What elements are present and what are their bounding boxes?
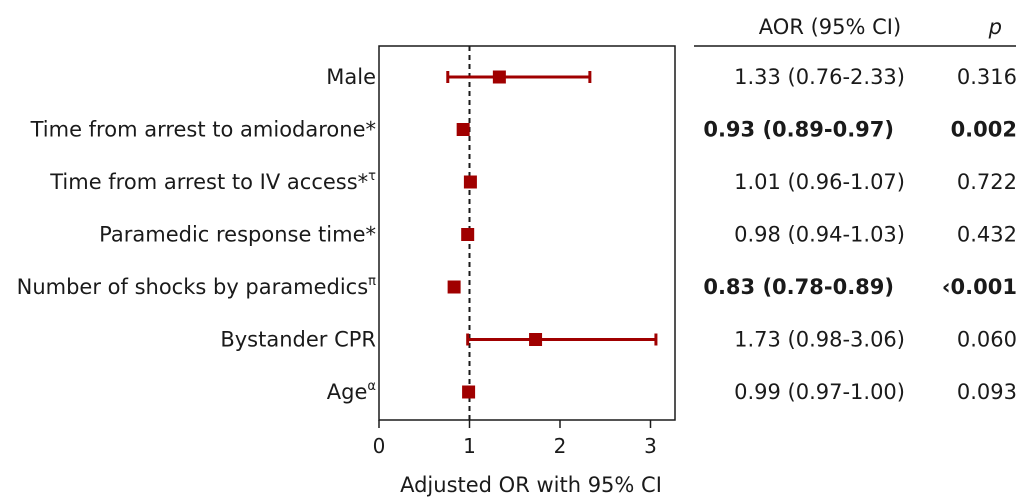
forest-row: Ageα 0.99 (0.97-1.00) 0.093 bbox=[327, 379, 1017, 404]
forest-row: Bystander CPR 1.73 (0.98-3.06) 0.060 bbox=[220, 328, 1017, 352]
row-label-superscript: α bbox=[367, 379, 376, 394]
row-label: Ageα bbox=[327, 379, 376, 404]
row-label-text: Time from arrest to IV access* bbox=[49, 170, 368, 194]
aor-value: 1.73 (0.98-3.06) bbox=[734, 328, 905, 352]
aor-value: 0.93 (0.89-0.97) bbox=[703, 118, 894, 142]
p-value: 0.060 bbox=[957, 328, 1017, 352]
row-label-text: Time from arrest to amiodarone* bbox=[30, 118, 376, 142]
row-label: Time from arrest to amiodarone* bbox=[30, 118, 376, 142]
plot-frame bbox=[378, 45, 676, 421]
p-value: 0.002 bbox=[951, 118, 1017, 142]
p-value: 0.432 bbox=[957, 223, 1017, 247]
aor-value: 1.33 (0.76-2.33) bbox=[734, 65, 905, 89]
forest-row: Male 1.33 (0.76-2.33) 0.316 bbox=[326, 65, 1017, 89]
aor-value: 0.98 (0.94-1.03) bbox=[734, 223, 905, 247]
or-marker bbox=[461, 228, 475, 241]
or-marker bbox=[529, 333, 543, 346]
p-value: ‹0.001 bbox=[942, 275, 1017, 299]
p-value: 0.093 bbox=[957, 380, 1017, 404]
row-label-superscript: π bbox=[368, 274, 376, 289]
forest-row: Time from arrest to IV access*τ 1.01 (0.9… bbox=[49, 169, 1017, 194]
x-tick-label: 1 bbox=[463, 434, 476, 458]
row-label-text: Number of shocks by paramedics bbox=[17, 275, 369, 299]
aor-value: 0.99 (0.97-1.00) bbox=[734, 380, 905, 404]
row-label: Paramedic response time* bbox=[99, 223, 376, 247]
row-label-text: Male bbox=[326, 65, 376, 89]
row-label-text: Bystander CPR bbox=[220, 328, 376, 352]
forest-row: Time from arrest to amiodarone* 0.93 (0.8… bbox=[30, 118, 1017, 142]
row-label-text: Age bbox=[327, 380, 368, 404]
or-marker bbox=[463, 175, 477, 189]
forest-row: Number of shocks by paramedicsπ 0.83 (0.7… bbox=[17, 274, 1017, 299]
x-tick-label: 3 bbox=[644, 434, 657, 458]
row-label-text: Paramedic response time* bbox=[99, 223, 376, 247]
p-value: 0.722 bbox=[957, 170, 1017, 194]
forest-row: Paramedic response time* 0.98 (0.94-1.03)… bbox=[99, 223, 1017, 247]
aor-value: 0.83 (0.78-0.89) bbox=[703, 275, 894, 299]
p-value: 0.316 bbox=[957, 65, 1017, 89]
aor-value: 1.01 (0.96-1.07) bbox=[734, 170, 905, 194]
x-tick-label: 0 bbox=[373, 434, 386, 458]
aor-header: AOR (95% CI) bbox=[759, 15, 901, 39]
row-label: Number of shocks by paramedicsπ bbox=[17, 274, 377, 299]
p-header: p bbox=[988, 15, 1002, 39]
x-tick-label: 2 bbox=[554, 434, 567, 458]
or-marker bbox=[456, 123, 470, 136]
or-marker bbox=[492, 70, 506, 84]
or-marker bbox=[447, 280, 461, 294]
x-axis-label: Adjusted OR with 95% CI bbox=[400, 473, 662, 497]
row-label-superscript: τ bbox=[368, 169, 376, 184]
row-label: Bystander CPR bbox=[220, 328, 376, 352]
row-label: Time from arrest to IV access*τ bbox=[49, 169, 376, 194]
row-label: Male bbox=[326, 65, 376, 89]
or-marker bbox=[462, 385, 476, 399]
